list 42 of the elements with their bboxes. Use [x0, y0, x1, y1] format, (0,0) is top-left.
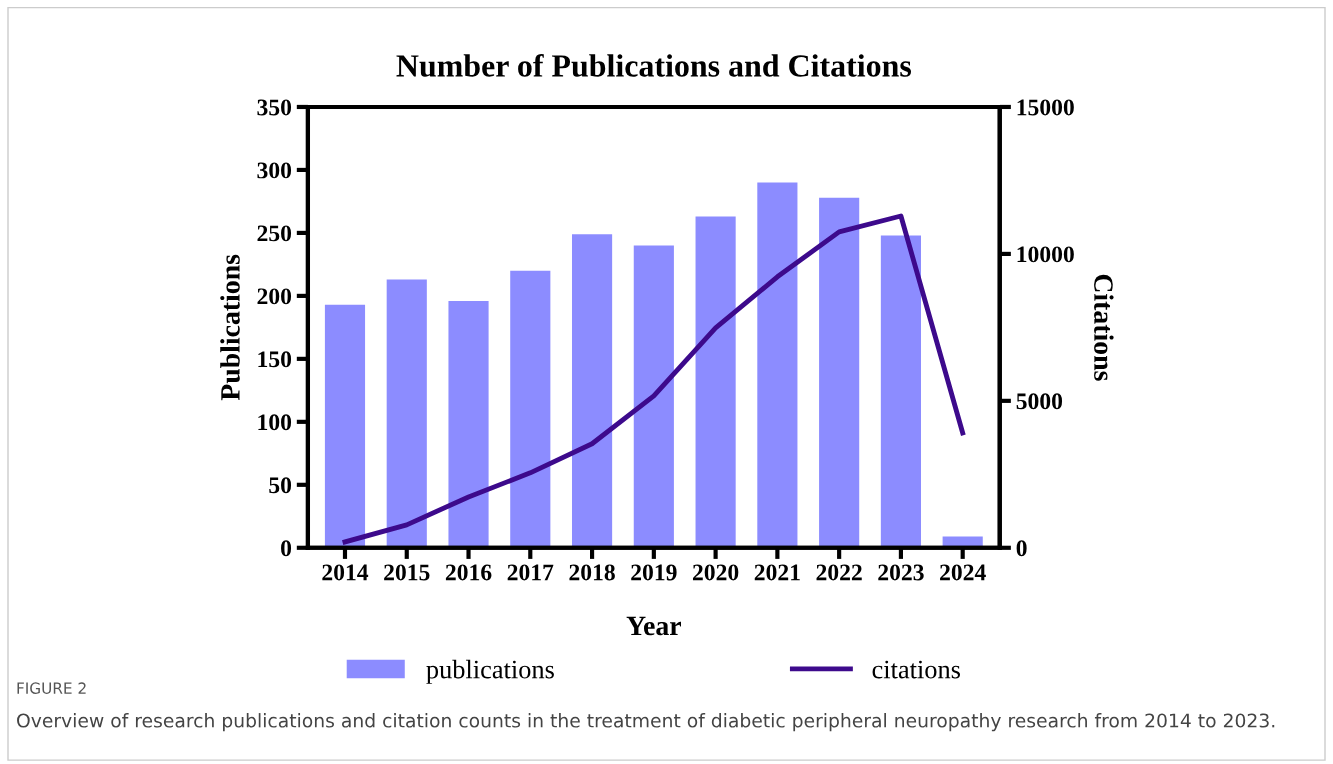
y-axis-title: Publications	[220, 254, 240, 401]
x-tick-label: 2014	[322, 564, 369, 581]
y2-tick-label: 15000	[1017, 99, 1074, 116]
bar	[880, 235, 921, 548]
bar	[695, 216, 736, 548]
y-tick-label: 150	[258, 351, 292, 368]
chart-title: Number of Publications and Citations	[396, 53, 912, 77]
x-tick-label: 2024	[940, 564, 986, 581]
bar	[757, 182, 798, 548]
caption: FIGURE 2	[17, 682, 86, 694]
legend-label: publications	[426, 659, 554, 684]
x-tick-label: 2017	[507, 564, 554, 581]
y-tick-label: 250	[257, 225, 292, 242]
x-tick-label: 2016	[445, 564, 492, 581]
x-tick-label: 2021	[754, 564, 800, 581]
y-tick-label: 100	[258, 414, 292, 431]
y2-axis-title: Citations	[1094, 274, 1114, 381]
x-tick-label: 2019	[631, 564, 677, 581]
bar	[819, 197, 860, 548]
y2-tick-label: 10000	[1017, 246, 1074, 263]
bar	[510, 270, 551, 548]
y2-tick-label: 0	[1016, 540, 1027, 557]
x-tick-label: 2023	[878, 564, 924, 581]
line-series	[342, 213, 966, 545]
y2-tick-label: 5000	[1016, 393, 1063, 410]
y-tick-label: 300	[257, 162, 292, 179]
x-tick-label: 2020	[692, 564, 739, 581]
bar	[571, 234, 613, 548]
bar	[448, 300, 489, 548]
text: Overview of research publications and citation counts in the treatment of diabetic peripheral neuropathy research from 2014 to 2023.	[17, 713, 1275, 732]
legend-label: citations	[872, 660, 960, 679]
x-tick-label: 2018	[569, 564, 615, 581]
y-tick-label: 50	[269, 477, 292, 494]
x-axis-title: Year	[626, 616, 681, 636]
x-tick-label: 2015	[384, 564, 430, 581]
bar	[324, 304, 366, 548]
bar	[633, 245, 674, 548]
y-tick-label: 200	[257, 288, 292, 305]
x-tick-label: 2022	[816, 564, 862, 581]
y-tick-label: 350	[257, 99, 292, 116]
bar	[386, 279, 427, 548]
y-tick-label: 0	[281, 540, 292, 557]
